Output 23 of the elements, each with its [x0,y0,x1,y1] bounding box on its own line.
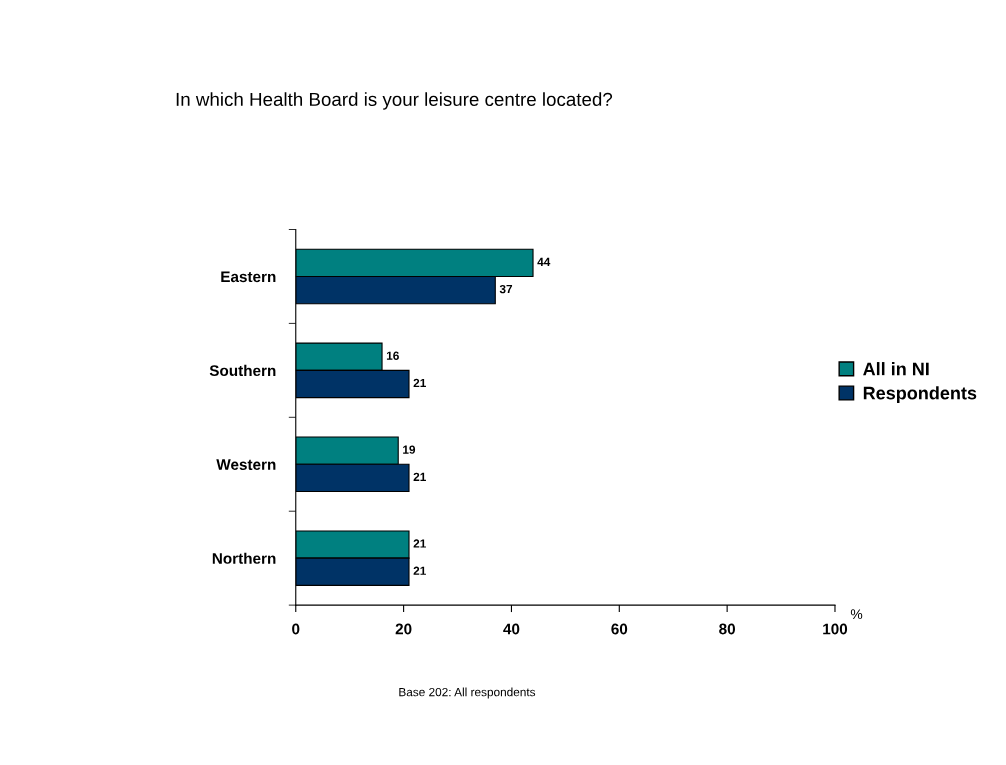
x-axis-title: % [850,609,863,620]
y-tick-label: Southern [209,364,276,377]
data-label: 21 [413,539,426,548]
text: Base 202: All respondents [399,687,536,699]
data-label: 44 [537,257,551,266]
y-tick-label: Eastern [221,271,276,283]
x-tick-label: 60 [611,623,628,635]
data-label: 37 [499,284,513,294]
x-tick-label: 100 [823,623,848,635]
data-label: 21 [413,472,426,481]
y-tick-label: Northern [212,552,276,564]
x-tick-label: 40 [503,623,520,635]
data-label: 19 [403,445,416,454]
data-label: 16 [386,351,399,360]
chart-title: In which Health Board is your leisure centre located? [176,92,613,110]
y-tick-label: Western [216,459,276,470]
data-label: 21 [413,566,426,575]
legend-label: Respondents [863,386,977,404]
legend-label: All in NI [863,362,929,376]
x-tick-label: 0 [292,623,300,635]
x-tick-label: 80 [719,623,736,635]
x-tick-label: 20 [395,623,412,635]
data-label: 21 [413,378,426,388]
